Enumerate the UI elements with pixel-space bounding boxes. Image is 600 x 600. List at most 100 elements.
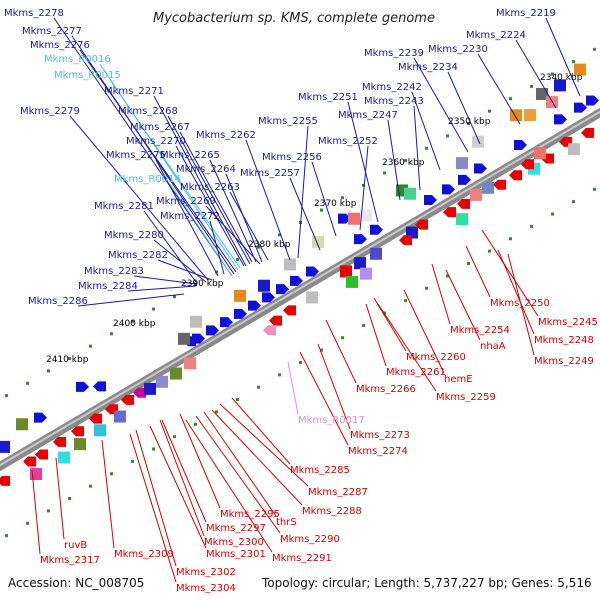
label-connector	[179, 131, 253, 263]
ruler-labels: 2340 kbp 2350 kbp 2360 kbp 2370 kbp 2380…	[46, 73, 583, 365]
tick-mark	[5, 394, 8, 398]
forward-gene-label: Mkms_2251	[298, 92, 358, 103]
label-connector	[465, 245, 491, 298]
tick-mark	[320, 208, 323, 212]
forward-gene-label: Mkms_R0016	[44, 54, 111, 65]
gene-arrow	[133, 387, 146, 398]
tick-mark	[509, 237, 512, 241]
label-connector	[53, 17, 233, 277]
gene-block	[16, 418, 28, 431]
gene-block	[178, 332, 190, 345]
gene-block	[524, 109, 536, 122]
gene-arrow	[35, 449, 48, 460]
tick-mark	[68, 357, 71, 361]
forward-gene-label: Mkms_2263	[180, 182, 240, 193]
tick-mark	[89, 484, 92, 488]
tick-mark	[131, 319, 134, 323]
gene-block	[306, 291, 318, 304]
tick-mark	[278, 373, 281, 377]
tick-mark	[89, 344, 92, 348]
reverse-gene-label: Mkms_2309	[114, 549, 174, 560]
label-connector	[365, 303, 387, 367]
label-connector	[195, 415, 281, 534]
forward-gene-label: Mkms_2255	[258, 116, 318, 127]
forward-gene-label: Mkms_2219	[496, 8, 556, 19]
forward-gene-label: Mkms_2283	[84, 266, 144, 277]
gene-block	[0, 440, 10, 453]
label-connector	[149, 425, 207, 549]
gene-block	[354, 257, 366, 270]
label-connector	[403, 289, 445, 374]
label-connector	[169, 183, 233, 277]
forward-gene-label: Mkms_2262	[196, 130, 256, 141]
gene-block	[404, 187, 416, 200]
reverse-gene-label: hemE	[444, 374, 473, 385]
tick-mark	[194, 422, 197, 426]
label-connector	[477, 53, 521, 125]
gene-arrow	[509, 170, 522, 181]
gene-block	[114, 410, 126, 423]
genome-title: Mycobacterium sp. KMS, complete genome	[153, 11, 435, 26]
reverse-gene-label: Mkms_2248	[534, 335, 594, 346]
label-connector	[497, 249, 535, 335]
gene-arrow	[354, 234, 367, 245]
forward-gene-label: Mkms_2270	[126, 136, 186, 147]
label-connector	[387, 119, 401, 201]
label-connector	[507, 253, 535, 356]
gene-block	[574, 63, 586, 76]
label-connector	[317, 343, 351, 430]
reverse-gene-label: Mkms_2304	[176, 583, 236, 594]
forward-gene-label: Mkms_2267	[130, 122, 190, 133]
forward-gene-label: Mkms_2256	[262, 152, 322, 163]
gene-block	[170, 367, 182, 380]
gene-block	[58, 451, 70, 464]
gene-block	[190, 315, 202, 328]
reverse-gene-label: Mkms_2287	[308, 487, 368, 498]
tick-mark	[47, 369, 50, 373]
tick-mark	[131, 459, 134, 463]
ruler-label: 2380 kbp	[248, 240, 291, 250]
forward-gene-label: Mkms_2276	[30, 40, 90, 51]
label-connector	[445, 269, 481, 341]
label-connector	[229, 191, 269, 261]
tick-mark	[257, 245, 260, 249]
gene-arrow	[370, 224, 383, 235]
gene-arrow	[248, 300, 261, 311]
gene-block	[184, 357, 196, 370]
tick-mark	[26, 521, 29, 525]
tick-mark	[152, 447, 155, 451]
label-connector	[205, 205, 261, 265]
label-connector	[347, 101, 379, 223]
ruler-label: 2410 kbp	[46, 355, 89, 365]
tick-mark	[110, 472, 113, 476]
forward-gene-label: Mkms_2286	[28, 296, 88, 307]
label-connector	[413, 57, 469, 153]
label-connector	[135, 429, 177, 567]
forward-gene-label: Mkms_2271	[104, 86, 164, 97]
gene-block	[284, 258, 296, 271]
gene-arrow	[283, 305, 296, 316]
gene-arrow	[338, 213, 351, 224]
tick-mark	[362, 323, 365, 327]
ruler-label: 2390 kbp	[181, 279, 224, 289]
gene-arrow	[457, 198, 470, 209]
forward-gene-label: Mkms_2268	[118, 106, 178, 117]
label-connector	[133, 275, 197, 285]
tick-mark	[362, 183, 365, 187]
label-connector	[209, 159, 257, 263]
feature-track	[0, 63, 599, 486]
reverse-gene-label: Mkms_2291	[272, 553, 332, 564]
reverse-gene-label: Mkms_2301	[206, 549, 266, 560]
reverse-gene-label: Mkms_R0017	[298, 415, 365, 426]
ruler-label: 2340 kbp	[540, 73, 583, 83]
forward-gene-label: Mkms_2281	[94, 201, 154, 212]
forward-gene-label: Mkms_R0014	[114, 174, 181, 185]
label-connector	[185, 419, 273, 553]
gene-arrow	[514, 139, 527, 150]
tick-mark	[593, 187, 596, 191]
gene-block	[554, 79, 566, 92]
reverse-gene-label: Mkms_2302	[176, 567, 236, 578]
gene-arrow	[23, 456, 36, 467]
tick-mark	[47, 509, 50, 513]
